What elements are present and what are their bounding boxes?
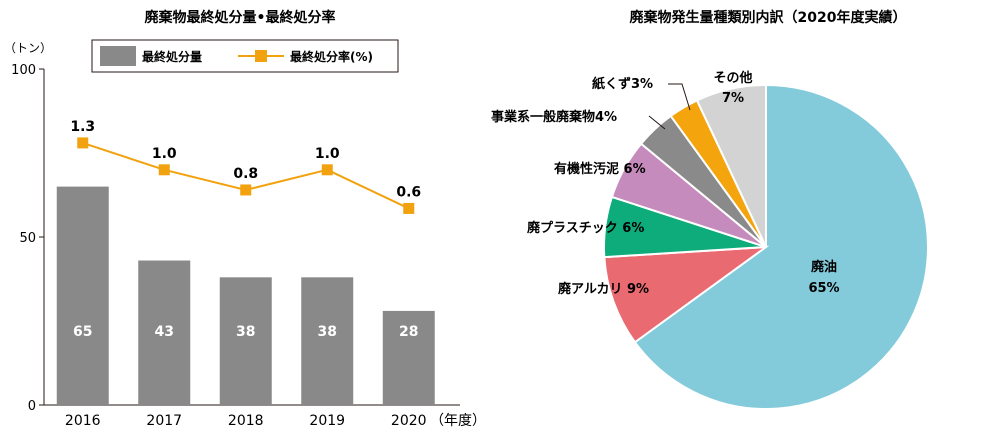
- bar-value-label: 43: [155, 324, 174, 340]
- bar: [56, 186, 109, 405]
- pie-slice: [695, 83, 767, 248]
- rate-point: [158, 164, 170, 176]
- pie-label-other: その他: [713, 70, 752, 86]
- x-tick-label: 2020: [391, 413, 427, 429]
- pie-labels: 廃油 65% 廃アルカリ 9% 廃プラスチック 6% 有機性汚泥 6% 事業系一…: [491, 70, 840, 297]
- bar: [138, 260, 191, 405]
- pie-pct-haiyu: 65%: [808, 281, 839, 296]
- bar-series: [56, 186, 435, 405]
- pie-chart-title: 廃棄物発生量種類別内訳（2020年度実績）: [630, 9, 907, 26]
- y-axis-ticks: 0 50 100: [11, 63, 44, 414]
- y-unit-label: （トン）: [4, 41, 52, 55]
- rate-value-label: 0.8: [233, 166, 258, 182]
- pie-label-haiyu: 廃油: [810, 259, 837, 275]
- rate-point: [240, 184, 252, 196]
- bar-value-labels: 65 43 38 38 28: [73, 324, 418, 340]
- pie-label-alkali: 廃アルカリ 9%: [557, 281, 649, 297]
- bar-value-label: 38: [318, 324, 337, 340]
- rate-value-label: 1.0: [315, 146, 340, 162]
- bar-value-label: 28: [399, 324, 418, 340]
- x-tick-label: 2019: [309, 413, 345, 429]
- x-tick-label: 2016: [65, 413, 101, 429]
- bar: [219, 277, 272, 405]
- pie-label-general-waste: 事業系一般廃棄物4%: [491, 109, 617, 125]
- bar-value-label: 38: [236, 324, 255, 340]
- rate-value-label: 1.3: [70, 119, 95, 135]
- pie-label-sludge: 有機性汚泥 6%: [554, 161, 646, 177]
- pie-slice: [633, 83, 929, 410]
- pie-slice: [603, 245, 770, 344]
- rate-points: [77, 137, 415, 214]
- pie-pct-other: 7%: [722, 91, 744, 106]
- rate-value-label: 1.0: [152, 146, 177, 162]
- pie-label-plastic: 廃プラスチック 6%: [526, 220, 644, 236]
- legend-marker-swatch: [255, 50, 267, 62]
- y-tick-label: 0: [28, 399, 36, 414]
- rate-value-labels: 1.3 1.0 0.8 1.0 0.6: [70, 119, 421, 201]
- leader-general-waste: [648, 115, 666, 130]
- x-axis-ticks: 2016 2017 2018 2019 2020: [65, 413, 427, 429]
- legend-line-label: 最終処分率(%): [290, 49, 373, 64]
- legend-bar-label: 最終処分量: [142, 49, 202, 64]
- pie-chart: 廃棄物発生量種類別内訳（2020年度実績） 廃油 65% 廃アルカリ 9% 廃プ…: [491, 9, 929, 410]
- pie-slices: [603, 83, 929, 410]
- bar-chart: 廃棄物最終処分量•最終処分率 （トン） 0 50 100 65 43 38 38 28 1.…: [4, 9, 486, 429]
- bar-value-label: 65: [73, 324, 92, 340]
- y-tick-label: 50: [19, 231, 36, 246]
- x-unit-label: （年度）: [430, 413, 486, 429]
- leader-paper: [668, 83, 691, 111]
- rate-point: [77, 137, 89, 149]
- bar: [382, 310, 435, 405]
- rate-point: [321, 164, 333, 176]
- y-tick-label: 100: [11, 63, 36, 78]
- rate-value-label: 0.6: [396, 184, 421, 200]
- x-tick-label: 2017: [146, 413, 182, 429]
- legend-bar-swatch: [100, 46, 136, 66]
- bar: [301, 277, 354, 405]
- rate-point: [403, 202, 415, 214]
- pie-label-paper: 紙くず3%: [592, 76, 653, 92]
- x-tick-label: 2018: [228, 413, 264, 429]
- bar-chart-title: 廃棄物最終処分量•最終処分率: [145, 9, 336, 26]
- legend: 最終処分量 最終処分率(%): [91, 39, 399, 73]
